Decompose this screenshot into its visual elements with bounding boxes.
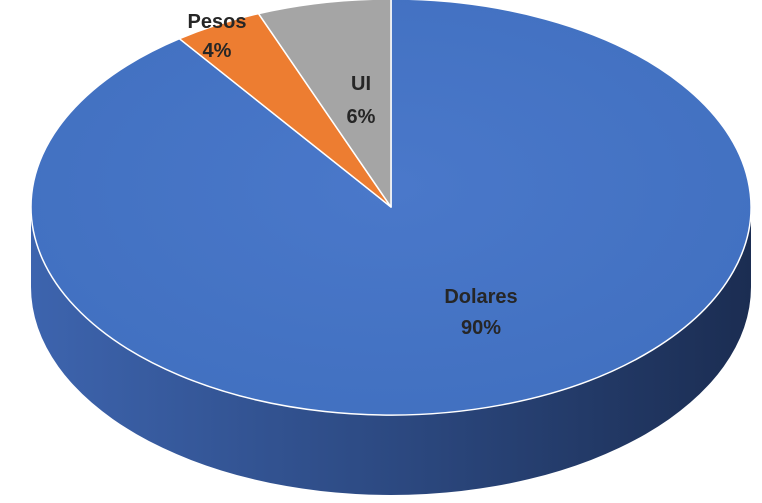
slice-ui [257, 0, 392, 208]
slice-value-pesos: 4% [203, 40, 232, 62]
slice-label-ui: UI [351, 73, 371, 95]
slice-label-pesos: Pesos [188, 11, 247, 33]
slice-value-ui: 6% [347, 106, 376, 128]
slice-label-dolares: Dolares [444, 286, 517, 308]
slice-side-dolares [31, 207, 751, 495]
slice-value-dolares: 90% [461, 317, 501, 339]
